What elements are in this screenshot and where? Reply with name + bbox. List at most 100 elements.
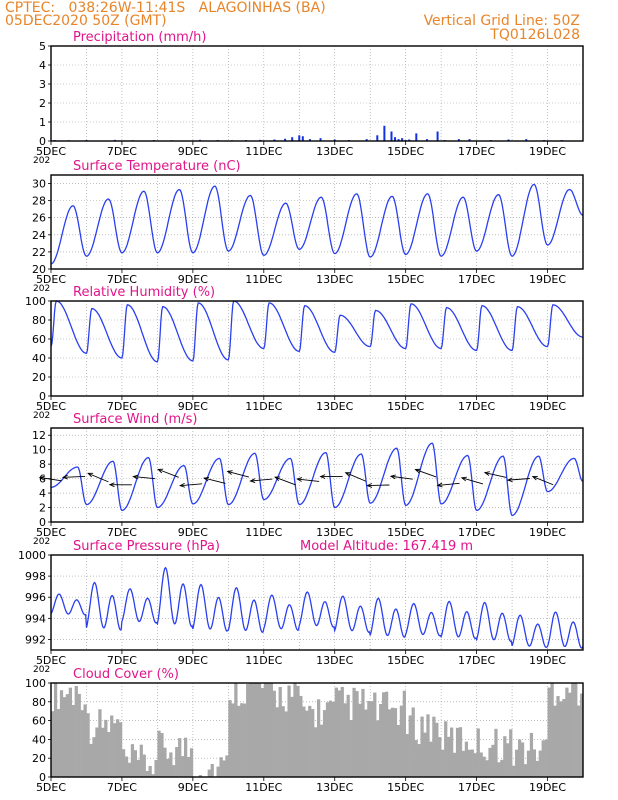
xtick-label-temp-4: 13DEC [316, 273, 353, 286]
ytick-label-cloud-2: 40 [32, 733, 46, 746]
xtick-label-rh-6: 17DEC [458, 400, 495, 413]
cloud-bar-99 [343, 703, 347, 777]
xtick-label-rh-5: 15DEC [387, 400, 424, 413]
cloud-bar-92 [322, 710, 327, 777]
cloud-bar-70 [257, 683, 262, 777]
cloud-bar-178 [577, 705, 581, 777]
cloud-bar-154 [506, 743, 510, 777]
ytick-label-temp-5: 30 [32, 178, 46, 191]
cloud-bar-133 [444, 721, 448, 777]
xtick-label-pressure-6: 17DEC [458, 654, 495, 667]
ytick-label-precip-0: 0 [39, 135, 46, 148]
precip-bar-33 [436, 131, 439, 141]
cloud-bar-33 [148, 765, 152, 777]
wind-arrowhead-14 [366, 483, 373, 488]
cloud-bar-167 [544, 739, 548, 777]
cloud-bar-72 [263, 683, 268, 777]
precip-bar-13 [273, 139, 276, 141]
cloud-bar-172 [559, 701, 563, 777]
xtick-label-precip-6: 17DEC [458, 145, 495, 158]
xtick-label-wind-4: 13DEC [316, 526, 353, 539]
frame-wind [50, 427, 584, 523]
title-temp: Surface Temperature (nC) [73, 159, 241, 174]
cloud-bar-122 [411, 707, 415, 777]
frame-rh [50, 300, 584, 397]
cloud-bar-132 [441, 749, 445, 777]
cloud-bar-163 [532, 749, 537, 777]
cloud-bar-45 [184, 737, 188, 777]
cloud-bar-113 [384, 691, 389, 777]
wind-arrowhead-7 [203, 476, 210, 482]
cloud-bar-87 [308, 705, 312, 777]
precip-bar-25 [390, 131, 393, 141]
ytick-label-rh-0: 0 [39, 390, 46, 403]
cloud-bar-90 [317, 699, 321, 777]
xtick-label-rh-3: 11DEC [245, 400, 282, 413]
xtick-label-wind-6: 17DEC [458, 526, 495, 539]
wind-arrowhead-8 [226, 470, 233, 475]
cloud-bar-0 [51, 711, 55, 777]
x-year-label-wind: 202 [33, 537, 50, 547]
cloud-bar-16 [98, 709, 102, 777]
wind-arrowhead-13 [344, 472, 351, 477]
cloud-bar-14 [92, 737, 96, 777]
wind-arrowhead-18 [460, 476, 467, 482]
wind-line [50, 442, 584, 517]
wind-arrowhead-9 [249, 478, 256, 483]
wind-arrowhead-12 [319, 474, 326, 479]
cloud-bar-145 [479, 752, 483, 777]
xtick-label-rh-1: 7DEC [107, 400, 137, 413]
cloud-bar-150 [494, 728, 498, 777]
wind-arrow-2 [88, 472, 109, 483]
xtick-label-precip-3: 11DEC [245, 145, 282, 158]
cloud-bar-31 [142, 754, 146, 777]
precip-bar-36 [468, 139, 471, 141]
cloud-bar-47 [189, 748, 194, 777]
title-pressure: Surface Pressure (hPa) [73, 539, 220, 554]
cloud-bar-153 [503, 736, 507, 777]
xtick-label-pressure-1: 7DEC [107, 654, 137, 667]
cloud-bar-151 [497, 762, 501, 777]
xtick-label-pressure-3: 11DEC [245, 654, 282, 667]
cloud-bar-28 [133, 750, 138, 777]
cloud-bar-37 [160, 732, 164, 777]
cloud-bar-78 [281, 706, 285, 777]
cloud-bar-102 [352, 687, 356, 777]
cloud-bar-134 [447, 736, 451, 777]
cloud-bar-75 [272, 690, 276, 777]
xtick-label-temp-1: 7DEC [107, 273, 137, 286]
x-year-label-pressure: 202 [33, 665, 50, 675]
cloud-bar-26 [127, 762, 132, 777]
cloud-bar-166 [541, 740, 545, 777]
cloud-bar-124 [417, 744, 421, 777]
precip-bar-31 [415, 133, 418, 141]
cloud-bar-128 [429, 741, 433, 777]
cloud-bar-160 [523, 764, 528, 777]
wind-arrow-15 [390, 475, 413, 480]
xtick-label-cloud-1: 7DEC [107, 781, 137, 794]
precip-bar-23 [376, 135, 379, 141]
xtick-label-wind-2: 9DEC [178, 526, 208, 539]
precip-bar-28 [401, 138, 404, 141]
cloud-bar-177 [574, 683, 578, 777]
xtick-label-rh-0: 5DEC [36, 400, 66, 413]
cloud-bar-127 [426, 714, 430, 777]
cloud-bar-170 [553, 705, 557, 777]
cloud-bar-81 [290, 696, 294, 777]
cloud-bar-32 [145, 770, 149, 777]
cloud-bar-76 [275, 707, 279, 777]
wind-arrow-7 [204, 477, 226, 484]
cloud-bar-169 [550, 683, 554, 777]
cloud-bar-44 [181, 756, 185, 777]
wind-arrow-20 [507, 478, 530, 481]
ytick-label-wind-4: 8 [39, 458, 46, 471]
cloud-bar-121 [408, 715, 412, 777]
wind-arrowhead-10 [274, 476, 281, 481]
xtick-label-wind-7: 19DEC [529, 526, 566, 539]
cloud-bar-46 [186, 756, 191, 777]
title-rh: Relative Humidity (%) [73, 285, 215, 300]
xtick-label-wind-5: 15DEC [387, 526, 424, 539]
cloud-bar-100 [346, 694, 350, 777]
wind-arrow-18 [461, 477, 484, 485]
x-year-label-temp: 202 [33, 284, 50, 294]
